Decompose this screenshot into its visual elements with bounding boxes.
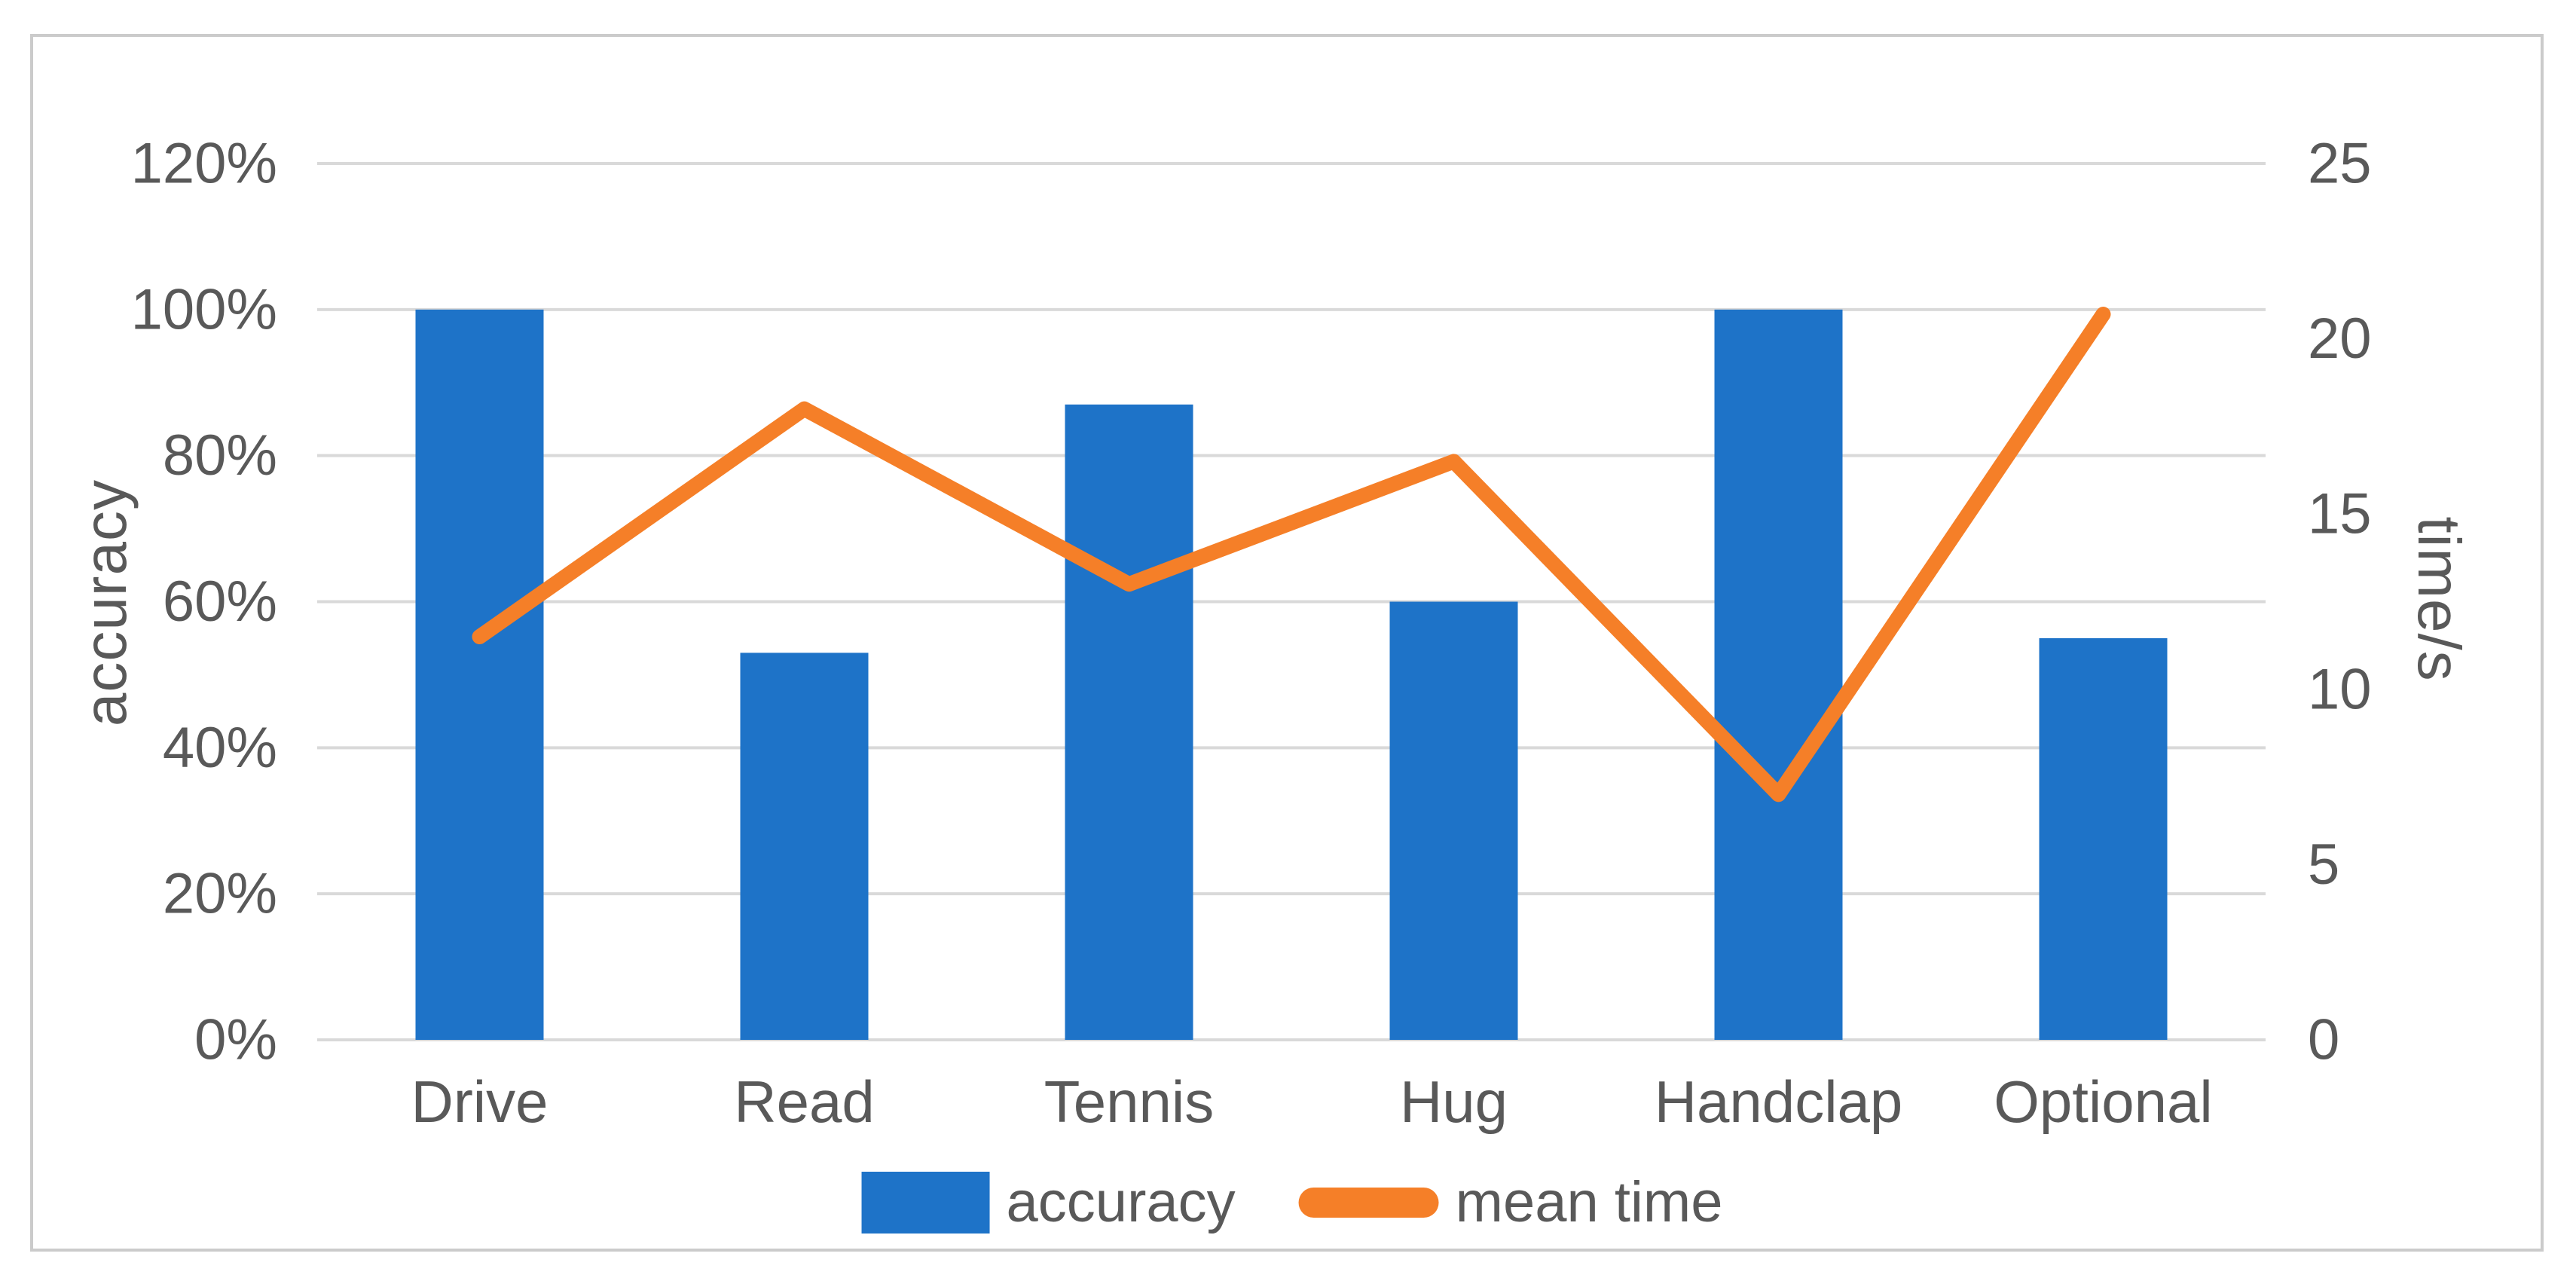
right-axis-tick-label: 5 — [2308, 833, 2339, 897]
x-axis-category-label: Optional — [1994, 1068, 2213, 1135]
left-axis-tick-label: 80% — [163, 423, 277, 488]
left-axis-tick-label: 0% — [194, 1008, 277, 1072]
bar-tennis — [1065, 404, 1193, 1040]
left-axis-title: accuracy — [72, 478, 139, 727]
x-axis-category-label: Drive — [411, 1068, 548, 1135]
left-axis-tick-label: 100% — [131, 277, 277, 341]
right-axis-tick-label: 20 — [2308, 307, 2372, 371]
bar-handclap — [1714, 309, 1843, 1040]
legend-item-mean-time: mean time — [1298, 1169, 1723, 1235]
left-axis-tick-label: 60% — [163, 570, 277, 634]
left-axis-tick-label: 120% — [131, 132, 277, 196]
bar-drive — [415, 309, 544, 1040]
legend-accuracy-swatch — [861, 1171, 990, 1234]
mean-time-line — [472, 307, 2111, 802]
legend-mean-time-label: mean time — [1455, 1170, 1723, 1234]
right-axis-tick-label: 0 — [2308, 1008, 2339, 1072]
x-axis-category-label: Hug — [1400, 1068, 1508, 1135]
right-axis-tick-label: 10 — [2308, 657, 2372, 721]
right-axis-tick-label: 15 — [2308, 482, 2372, 546]
legend-mean-time-swatch — [1298, 1187, 1439, 1218]
bar-hug — [1389, 601, 1518, 1040]
left-axis-tick-label: 40% — [163, 716, 277, 780]
x-axis-category-label: Tennis — [1044, 1068, 1214, 1135]
bar-read — [740, 653, 869, 1040]
x-axis-category-label: Handclap — [1655, 1068, 1903, 1135]
legend-accuracy-label: accuracy — [1006, 1170, 1236, 1234]
right-axis-title: time/s — [2406, 516, 2473, 682]
bar-optional — [2039, 637, 2168, 1040]
x-axis-category-label: Read — [734, 1068, 874, 1135]
chart-legend: accuracy mean time — [861, 1169, 1723, 1235]
left-axis-tick-label: 20% — [163, 862, 277, 926]
right-axis-tick-label: 25 — [2308, 132, 2372, 196]
legend-item-accuracy: accuracy — [861, 1169, 1236, 1235]
